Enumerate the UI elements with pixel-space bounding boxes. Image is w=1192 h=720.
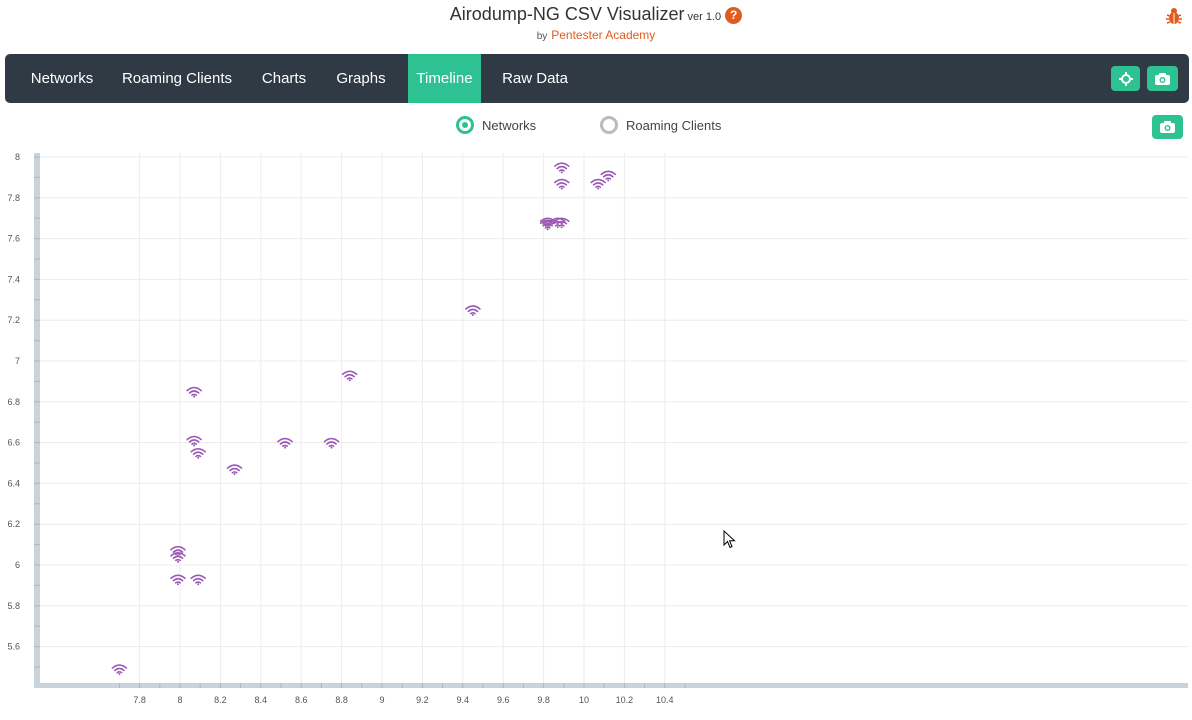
wifi-icon[interactable]	[553, 162, 570, 174]
x-tick-label: 9.8	[537, 695, 550, 705]
camera-icon	[1160, 121, 1175, 133]
mouse-cursor-icon	[723, 530, 736, 549]
x-tick-label: 10.2	[616, 695, 634, 705]
tab-networks[interactable]: Networks	[30, 70, 94, 87]
wifi-icon[interactable]	[111, 664, 128, 676]
x-tick-label: 9	[379, 695, 384, 705]
wifi-icon[interactable]	[600, 170, 617, 182]
wifi-icon[interactable]	[341, 370, 358, 382]
wifi-icon[interactable]	[186, 435, 202, 447]
y-tick-label: 6.8	[7, 397, 20, 407]
y-tick-label: 6.4	[7, 478, 20, 488]
x-tick-label: 7.8	[133, 695, 146, 705]
x-tick-label: 8.4	[255, 695, 268, 705]
crosshair-button[interactable]	[1111, 66, 1140, 91]
timeline-scatter-chart[interactable]: 7.8 8 8.2 8.4 8.6 8.8 9 9.2 9.4 9.6 9.8 10 10.2 10.4 5…	[0, 145, 1192, 720]
y-tick-label: 8	[15, 152, 20, 162]
x-tick-label: 10.4	[656, 695, 674, 705]
x-tick-label: 8.2	[214, 695, 227, 705]
main-navbar: Networks Roaming Clients Charts Graphs T…	[5, 54, 1189, 103]
y-tick-label: 7.6	[7, 234, 20, 244]
app-header: Airodump-NG CSV Visualizer ver 1.0? by Pen…	[0, 0, 1192, 52]
radio-networks-label: Networks	[482, 117, 537, 133]
chart-snapshot-button[interactable]	[1152, 115, 1183, 139]
app-version: ver 1.0	[687, 11, 722, 23]
x-tick-label: 9.6	[497, 695, 510, 705]
screenshot-button[interactable]	[1147, 66, 1178, 91]
camera-icon	[1155, 72, 1170, 85]
wifi-icon[interactable]	[170, 574, 186, 586]
y-tick-label: 7.4	[7, 274, 20, 284]
question-circle-icon[interactable]: ?	[725, 7, 743, 24]
y-tick-label: 7.2	[7, 315, 20, 325]
dataset-filter: Networks Roaming Clients	[0, 116, 1192, 138]
wifi-icon[interactable]	[190, 448, 206, 459]
tab-timeline[interactable]: Timeline	[408, 54, 481, 103]
title-row: Airodump-NG CSV Visualizer ver 1.0?	[0, 4, 1192, 25]
x-tick-label: 8	[177, 695, 182, 705]
x-tick-label: 9.2	[416, 695, 429, 705]
x-tick-label: 8.8	[335, 695, 348, 705]
app-title: Airodump-NG CSV Visualizer	[449, 4, 685, 24]
wifi-icon[interactable]	[170, 552, 186, 563]
wifi-icon[interactable]	[190, 574, 206, 586]
author-link[interactable]: Pentester Academy	[551, 28, 656, 42]
radio-networks[interactable]: Networks	[456, 116, 536, 134]
wifi-icon[interactable]	[553, 178, 570, 190]
tab-roaming-clients[interactable]: Roaming Clients	[121, 70, 233, 87]
tab-raw-data[interactable]: Raw Data	[502, 70, 568, 87]
y-tick-label: 7.8	[7, 193, 20, 203]
y-tick-label: 6	[15, 560, 20, 570]
radio-unchecked-icon	[600, 116, 618, 134]
y-axis-bar	[34, 153, 40, 687]
crosshair-icon	[1118, 71, 1133, 86]
wifi-icon[interactable]	[277, 437, 293, 449]
byline: by Pentester Academy	[0, 28, 1192, 42]
x-tick-label: 10	[579, 695, 589, 705]
wifi-icon[interactable]	[186, 386, 202, 398]
x-axis-bar	[34, 683, 1188, 688]
y-tick-label: 7	[15, 356, 20, 366]
tab-graphs[interactable]: Graphs	[336, 70, 386, 87]
radio-checked-icon	[456, 116, 474, 134]
y-tick-label: 5.6	[7, 642, 20, 652]
wifi-icon[interactable]	[553, 217, 570, 229]
bug-icon[interactable]	[1164, 6, 1184, 26]
y-tick-label: 5.8	[7, 601, 20, 611]
radio-roaming-clients-label: Roaming Clients	[626, 117, 722, 133]
wifi-icon[interactable]	[465, 305, 481, 316]
y-tick-label: 6.6	[7, 438, 20, 448]
wifi-icon[interactable]	[590, 178, 606, 190]
wifi-icon[interactable]	[226, 464, 243, 476]
wifi-icon[interactable]	[323, 437, 340, 449]
y-tick-label: 6.2	[7, 519, 20, 529]
radio-roaming-clients[interactable]: Roaming Clients	[600, 116, 721, 134]
x-tick-label: 9.4	[457, 695, 470, 705]
x-tick-label: 8.6	[295, 695, 308, 705]
tab-charts[interactable]: Charts	[261, 70, 307, 87]
by-label: by	[536, 31, 548, 42]
